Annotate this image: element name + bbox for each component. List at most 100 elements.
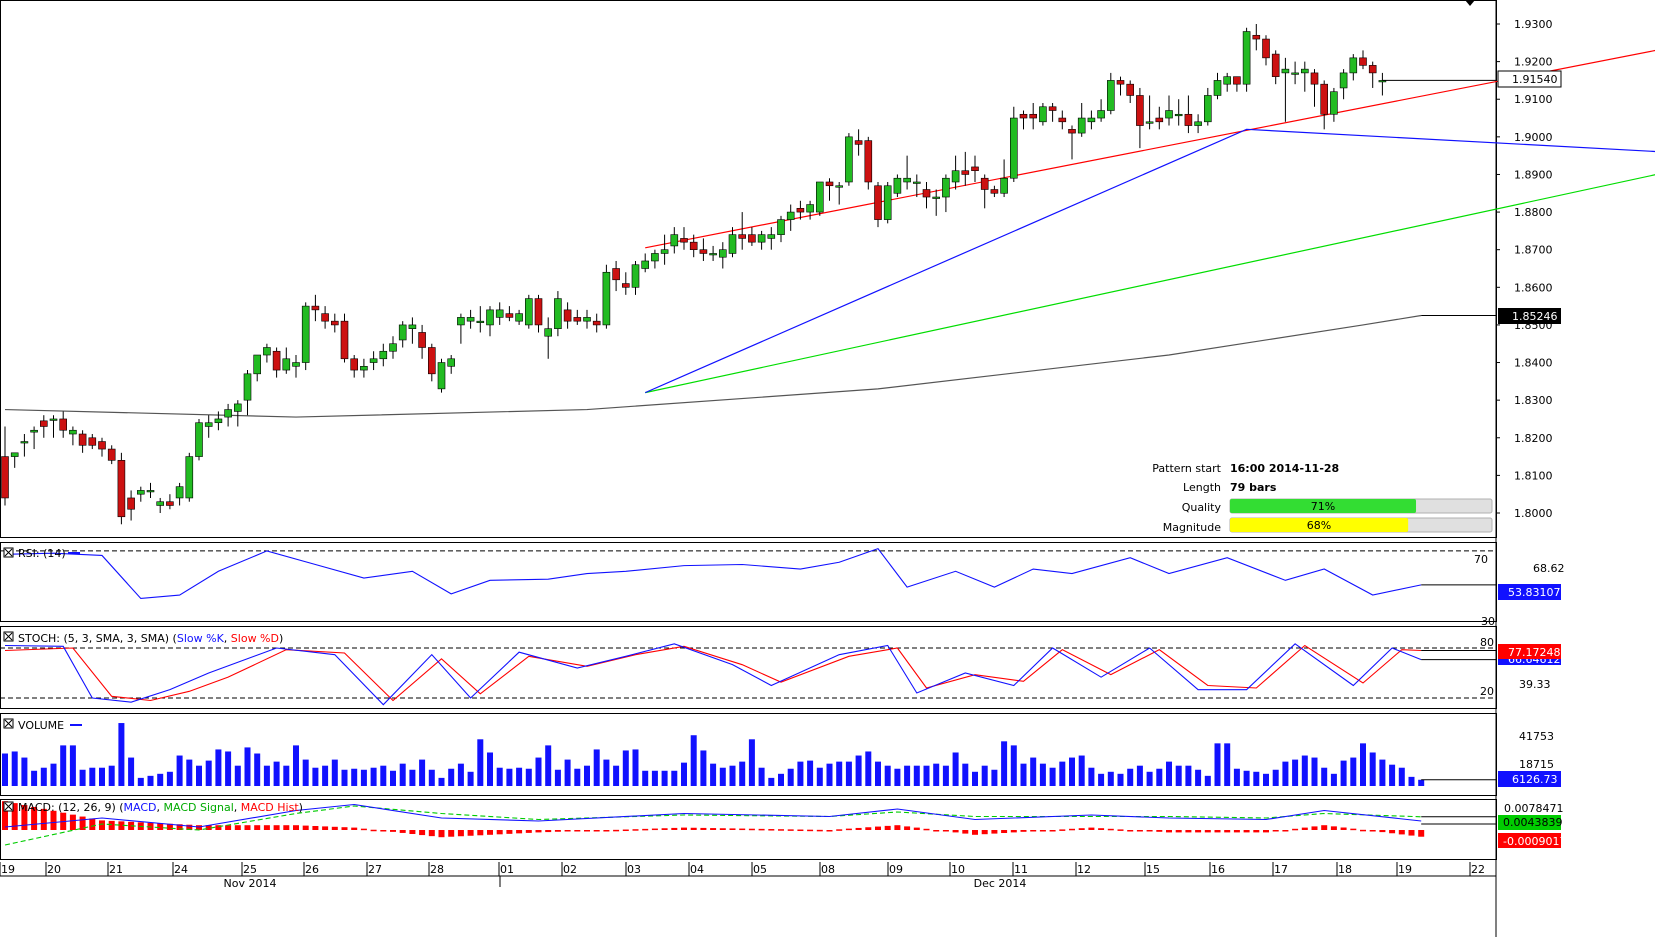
- x-axis-day-label: 03: [627, 863, 641, 876]
- macd-hist-bar: [1195, 830, 1201, 832]
- macd-hist-bar: [1409, 830, 1415, 836]
- candle-body: [128, 498, 135, 509]
- volume-bar: [206, 761, 212, 786]
- macd-hist-bar: [894, 825, 900, 830]
- x-axis-day-label: 27: [368, 863, 382, 876]
- candle-body: [690, 242, 697, 250]
- macd-hist-bar: [1282, 830, 1288, 832]
- rsi-layer: [0, 549, 1496, 599]
- candle-body: [283, 359, 290, 370]
- candle-body: [2, 457, 9, 498]
- macd-hist-bar: [419, 830, 425, 835]
- volume-bar: [710, 764, 716, 786]
- macd-legend: MACD: [124, 801, 157, 814]
- volume-bar: [1389, 765, 1395, 786]
- candle-body: [875, 186, 882, 220]
- candle-body: [399, 325, 406, 340]
- macd-hist-bar: [991, 830, 997, 834]
- volume-bar: [943, 766, 949, 786]
- candle-body: [1010, 118, 1017, 178]
- volume-header: VOLUME: [4, 719, 82, 732]
- macd-hist-bar: [293, 825, 299, 830]
- candle-body: [952, 171, 959, 182]
- volume-bar: [99, 768, 105, 786]
- macd-hist-bar: [157, 823, 163, 830]
- magnitude-value: 68%: [1307, 519, 1331, 532]
- macd-hist-bar: [904, 826, 910, 830]
- volume-bar: [662, 771, 668, 786]
- candle-body: [564, 310, 571, 321]
- volume-bar: [128, 758, 134, 786]
- candle-body: [157, 502, 164, 506]
- macd-hist-bar: [342, 827, 348, 830]
- volume-bar: [827, 764, 833, 786]
- volume-bar: [691, 735, 697, 786]
- volume-bar: [1234, 769, 1240, 786]
- stoch-level-20: 20: [1480, 685, 1494, 698]
- volume-bar: [1273, 770, 1279, 786]
- volume-bar: [623, 750, 629, 786]
- candle-body: [477, 321, 484, 323]
- volume-bar: [914, 766, 920, 786]
- x-axis-day-label: 09: [889, 863, 903, 876]
- macd-hist-bar: [235, 825, 241, 830]
- candle-body: [166, 502, 173, 506]
- candle-body: [894, 178, 901, 193]
- x-axis-day-label: 08: [821, 863, 835, 876]
- macd-hist-bar: [972, 830, 978, 835]
- candle-body: [60, 419, 67, 430]
- candle-body: [331, 321, 338, 325]
- x-axis-day-label: 15: [1146, 863, 1160, 876]
- macd-hist-bar: [574, 830, 580, 832]
- candle-body: [448, 359, 455, 367]
- volume-bar: [429, 770, 435, 786]
- macd-hist-bar: [497, 830, 503, 834]
- candle-body: [1030, 114, 1037, 118]
- macd-hist-bar: [681, 828, 687, 830]
- x-axis-day-label: 21: [109, 863, 123, 876]
- volume-bar: [51, 764, 57, 786]
- rsi-title: RSI: (14): [18, 547, 66, 560]
- x-axis-day-label: 22: [1471, 863, 1485, 876]
- stoch-level-80: 80: [1480, 636, 1494, 649]
- volume-bar: [1088, 768, 1094, 786]
- candle-body: [719, 250, 726, 258]
- macd-hist-bar: [1069, 829, 1075, 831]
- rsi-header: RSI: (14): [4, 547, 80, 560]
- price-tick-label: 1.8400: [1514, 357, 1553, 370]
- macd-hist-bar: [943, 830, 949, 832]
- macd-hist-bar: [1370, 830, 1376, 832]
- macd-header-text: MACD: (12, 26, 9) (MACD, MACD Signal, MA…: [18, 801, 303, 814]
- candle-body: [50, 419, 57, 421]
- volume-bar: [972, 772, 978, 786]
- macd-hist-bar: [1079, 828, 1085, 830]
- price-tick-label: 1.8700: [1514, 244, 1553, 257]
- candle-body: [428, 347, 435, 373]
- volume-bar: [342, 770, 348, 786]
- macd-hist-bar: [1244, 830, 1250, 832]
- macd-hist-bar: [487, 830, 493, 835]
- macd-hist-bar: [1088, 828, 1094, 830]
- candle-body: [409, 325, 416, 329]
- top-right-arrow-icon[interactable]: [1465, 0, 1475, 6]
- volume-bar: [468, 772, 474, 786]
- rsi-line: [5, 549, 1421, 599]
- candle-body: [186, 457, 193, 498]
- macd-hist-bar: [1127, 830, 1133, 832]
- macd-hist-bar: [662, 828, 668, 830]
- volume-bar: [1040, 764, 1046, 786]
- volume-bar: [1302, 756, 1308, 786]
- macd-hist-bar: [603, 830, 609, 832]
- candle-body: [593, 321, 600, 325]
- candle-body: [1069, 129, 1076, 133]
- macd-hist-bar: [1224, 830, 1230, 832]
- pattern-length-value: 79 bars: [1230, 481, 1277, 494]
- candle-body: [1340, 73, 1347, 88]
- candle-body: [1224, 77, 1231, 85]
- volume-bar: [497, 768, 503, 786]
- macd-paren-open: (: [116, 801, 124, 814]
- volume-bar: [681, 763, 687, 786]
- pattern-info-box: Pattern start 16:00 2014-11-28 Length 79…: [1152, 462, 1492, 534]
- macd-hist-bar: [710, 828, 716, 830]
